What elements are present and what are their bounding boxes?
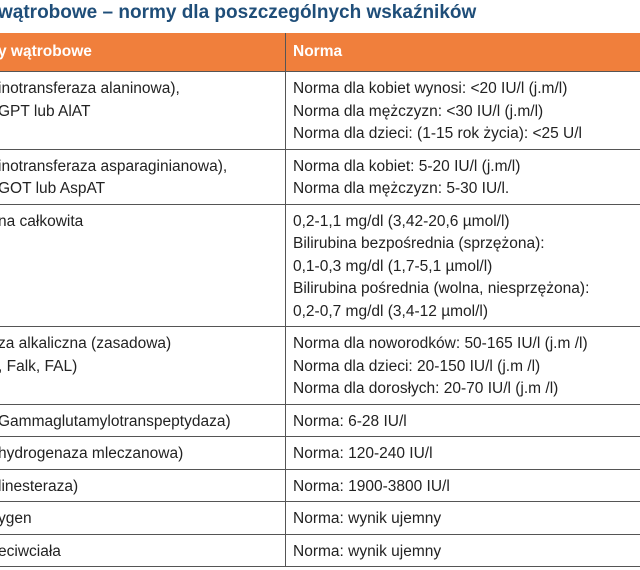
table-cell: inotransferaza alaninowa), GPT lub AlAT [0,72,283,149]
table-cell: Norma: 120-240 IU/l [285,437,640,469]
cell-line: 0,2-1,1 mg/dl (3,42-20,6 µmol/l) [293,212,510,230]
table-cell: hydrogenaza mleczanowa) [0,437,283,469]
cell-line: GOT lub AspAT [0,180,106,197]
table-cell: Norma dla kobiet wynosi: <20 IU/l (j.m/l… [285,72,640,149]
cell-line: inotransferaza alaninowa), [0,80,180,97]
table-cell: linesteraza) [0,470,283,502]
cell-line: Norma dla mężczyzn: <30 IU/l (j.m/l) [293,102,544,120]
table-cell: Norma dla noworodków: 50-165 IU/l (j.m /… [285,327,640,404]
table-row: inotransferaza asparaginianowa), GOT lub … [0,149,640,205]
cell-line: Norma dla kobiet wynosi: <20 IU/l (j.m/l… [293,80,568,97]
cell-line: Gammaglutamylotranspeptydaza) [0,412,231,430]
table-cell: Norma: 6-28 IU/l [285,404,640,436]
table-cell: 0,2-1,1 mg/dl (3,42-20,6 µmol/l) Bilirubi… [285,204,640,326]
cell-line: za alkaliczna (zasadowa) [0,335,172,352]
cell-line: Norma dla dzieci: 20-150 IU/l (j.m /l) [293,357,541,375]
table-cell: inotransferaza asparaginianowa), GOT lub … [0,150,283,204]
table-row: Gammaglutamylotranspeptydaza) Norma: 6-28… [0,404,640,437]
table-row: linesteraza) Norma: 1900-3800 IU/l [0,469,640,502]
table-cell: ygen [0,502,283,534]
title: wątrobowe – normy dla poszczególnych wsk… [0,2,477,23]
cell-line: Norma dla dorosłych: 20-70 IU/l (j.m /l) [293,380,559,397]
cell-line: linesteraza) [0,477,79,495]
header-cell: Norma [285,33,640,71]
header-row: y wątrobowe Norma [0,33,640,72]
table-cell: Norma dla kobiet: 5-20 IU/l (j.m/l) Norma… [285,149,640,204]
table-row: ygen Norma: wynik ujemny [0,502,640,535]
cell-line: na całkowita [0,212,84,230]
table-row: za alkaliczna (zasadowa) , Falk, FAL) Norm… [0,327,640,405]
header-cell: y wątrobowe [0,43,92,60]
table-row: eciwciała Norma: wynik ujemny [0,534,640,567]
table-cell: za alkaliczna (zasadowa) , Falk, FAL) [0,327,283,404]
cell-line: Norma dla mężczyzn: 5-30 IU/l. [293,180,510,197]
table-row: na całkowita 0,2-1,1 mg/dl (3,42-20,6 µmo… [0,204,640,327]
cell-line: Norma: 1900-3800 IU/l [293,477,450,495]
table-cell: Norma: 1900-3800 IU/l [285,469,640,501]
cell-line: Norma: 6-28 IU/l [293,412,407,430]
table-cell: Norma: wynik ujemny [285,502,640,534]
cell-line: ygen [0,510,32,527]
cell-line: inotransferaza asparaginianowa), [0,157,228,175]
table-cell: na całkowita [0,205,283,327]
table-row: hydrogenaza mleczanowa) Norma: 120-240 IU… [0,437,640,470]
cell-line: Norma: wynik ujemny [293,510,442,527]
cell-line: Norma: 120-240 IU/l [293,445,433,462]
table-cell: eciwciała [0,535,283,567]
cell-line: eciwciała [0,542,61,560]
cell-line: 0,1-0,3 mg/dl (1,7-5,1 µmol/l) [293,257,493,275]
cell-line: Bilirubina pośrednia (wolna, niesprzężon… [293,280,590,297]
cell-line: 0,2-0,7 mg/dl (3,4-12 µmol/l) [293,302,489,320]
table-cell: Norma: wynik ujemny [285,534,640,566]
cell-line: Norma dla dzieci: (1-15 rok życia): <25 … [293,125,583,142]
cell-line: , Falk, FAL) [0,357,78,375]
table-cell: Gammaglutamylotranspeptydaza) [0,405,283,437]
cell-line: Norma dla kobiet: 5-20 IU/l (j.m/l) [293,157,521,175]
cell-line: Norma dla noworodków: 50-165 IU/l (j.m /… [293,335,588,352]
cell-line: Bilirubina bezpośrednia (sprzężona): [293,235,545,252]
table-row: inotransferaza alaninowa), GPT lub AlAT No… [0,72,640,150]
cell-line: GPT lub AlAT [0,102,91,120]
cell-line: hydrogenaza mleczanowa) [0,445,184,462]
cell-line: Norma: wynik ujemny [293,542,442,560]
